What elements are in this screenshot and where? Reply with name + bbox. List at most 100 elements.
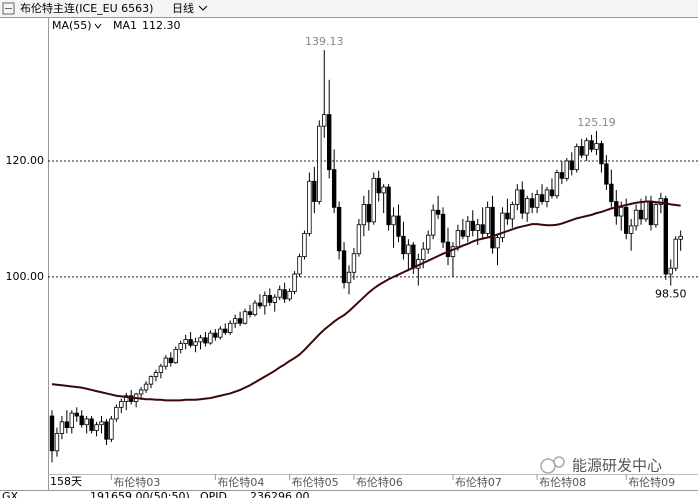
- candle-body: [624, 206, 629, 234]
- ma-name: MA1: [113, 19, 137, 32]
- candle-body: [114, 406, 119, 420]
- candle-body: [148, 376, 154, 385]
- x-tick-label: 布伦特03: [113, 475, 160, 489]
- candle-body: [143, 383, 149, 391]
- candle-body: [173, 348, 178, 364]
- ma-current: 112.30: [142, 19, 181, 32]
- candle-body: [153, 372, 159, 378]
- candle-body: [386, 186, 391, 226]
- candle-body: [490, 206, 495, 249]
- candle-body: [599, 143, 604, 165]
- candle-body: [564, 160, 569, 179]
- candle-body: [450, 246, 456, 258]
- candle-body: [470, 220, 475, 231]
- header-icon: [2, 2, 15, 15]
- candle-body: [272, 296, 277, 303]
- candle-body: [59, 421, 65, 434]
- candle-body: [594, 143, 599, 150]
- candle-body: [158, 365, 164, 373]
- candle-body: [614, 201, 619, 217]
- candle-body: [619, 206, 624, 217]
- candle-body: [381, 186, 386, 194]
- candle-body: [232, 318, 238, 324]
- candle-body: [425, 234, 431, 250]
- candle-body: [480, 224, 485, 234]
- candle-body: [495, 237, 500, 249]
- candle-body: [247, 311, 253, 315]
- candle-body: [371, 177, 376, 223]
- candle-body: [351, 253, 357, 273]
- footer-text: 191659.00(50:50): [90, 490, 190, 498]
- candle-body: [465, 220, 470, 237]
- x-tick-label: 布伦特08: [539, 475, 586, 489]
- candle-body: [411, 244, 416, 269]
- candle-body: [346, 271, 352, 284]
- candle-body: [64, 421, 70, 429]
- candle-body: [322, 114, 327, 127]
- candle-body: [633, 209, 639, 227]
- candle-body: [188, 339, 193, 346]
- annotation: 125.19: [577, 116, 616, 129]
- candle-body: [218, 328, 223, 338]
- footer-text: 236296.00: [250, 490, 310, 498]
- ma-chevron[interactable]: [94, 23, 102, 29]
- candle-body: [525, 198, 530, 214]
- period-chevron[interactable]: [198, 5, 208, 11]
- y-tick-label: 100.00: [6, 270, 45, 283]
- annotation: 98.50: [655, 288, 687, 301]
- candle-body: [668, 267, 673, 275]
- candle-body: [544, 189, 550, 202]
- candle-body: [366, 204, 371, 223]
- footer-text: GX: [2, 490, 19, 498]
- candle-body: [628, 225, 634, 234]
- candle-body: [198, 337, 203, 343]
- candle-body: [79, 415, 84, 426]
- candle-body: [178, 343, 183, 350]
- candle-body: [609, 183, 614, 202]
- candle-body: [277, 289, 282, 298]
- candle-body: [227, 322, 233, 333]
- x-tick-label: 布伦特04: [217, 475, 264, 489]
- candle-body: [89, 418, 94, 431]
- candle-body: [262, 295, 268, 307]
- candle-body: [445, 241, 451, 258]
- candle-body: [223, 328, 228, 333]
- footer-text: OPID: [200, 490, 227, 498]
- candle-body: [74, 412, 79, 417]
- candle-body: [109, 418, 114, 440]
- candle-body: [569, 160, 574, 171]
- candle-body: [213, 332, 218, 338]
- candle-body: [138, 389, 144, 395]
- candle-body: [421, 248, 426, 260]
- candle-body: [534, 194, 540, 208]
- period-label: 158天: [50, 475, 82, 488]
- candle-body: [584, 140, 589, 156]
- candle-body: [257, 302, 263, 307]
- candle-body: [435, 209, 441, 215]
- candle-body: [440, 213, 446, 243]
- candle-body: [648, 201, 654, 226]
- x-tick-label: 布伦特07: [455, 475, 502, 489]
- candle-body: [391, 215, 396, 226]
- candle-body: [104, 421, 109, 440]
- candle-body: [475, 224, 480, 231]
- candle-body: [336, 206, 342, 252]
- candle-body: [529, 198, 535, 208]
- candle-body: [396, 215, 401, 237]
- header-period[interactable]: 日线: [172, 1, 194, 15]
- candle-body: [49, 415, 55, 452]
- candle-body: [579, 146, 584, 156]
- header-title[interactable]: 布伦特主连(ICE_EU 6563): [20, 1, 153, 15]
- candle-body: [341, 250, 347, 284]
- candle-body: [406, 244, 411, 255]
- x-tick-label: 布伦特05: [292, 475, 339, 489]
- header-bar: [0, 0, 698, 17]
- ma-period[interactable]: MA(55): [52, 19, 92, 32]
- candle-body: [94, 424, 99, 431]
- candle-body: [455, 230, 461, 248]
- candle-body: [574, 146, 579, 171]
- watermark: 能源研发中心: [540, 456, 662, 475]
- candle-body: [549, 189, 555, 197]
- candle-body: [193, 341, 198, 346]
